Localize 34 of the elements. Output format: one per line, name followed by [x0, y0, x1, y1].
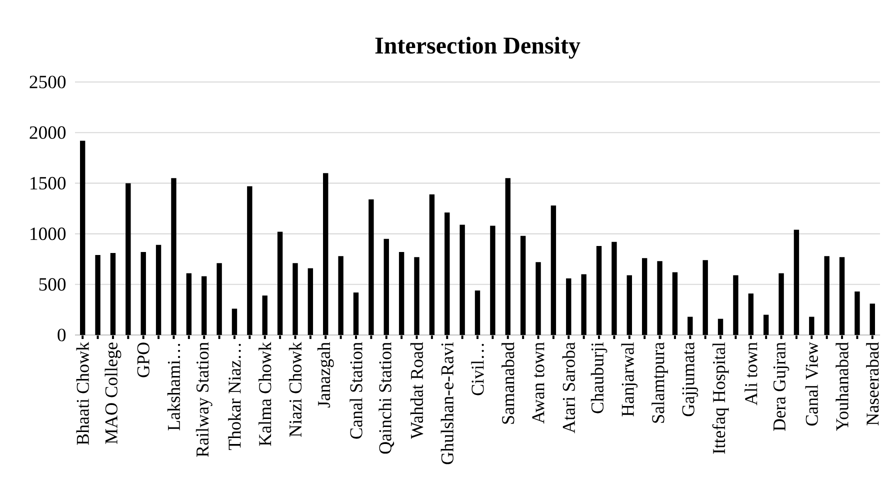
chart-title: Intersection Density: [375, 36, 580, 59]
x-tick-label: Qainchi Station: [378, 342, 394, 454]
x-tick-label: Canal Station: [350, 342, 362, 439]
x-tick-label: Railway Station: [196, 342, 212, 457]
y-tick-label: 1500: [30, 176, 66, 190]
x-tick-label: Ittefaq Hospital: [712, 342, 729, 454]
x-tick-label: Chauburji: [590, 342, 608, 414]
x-tick-label: Naseerabad: [866, 342, 879, 426]
x-tick-label: Kalma Chowk: [258, 342, 272, 446]
x-tick-label: Ghulshan-e-Ravi: [440, 342, 454, 464]
x-tick-label: Ali town: [744, 342, 758, 406]
x-tick-label: Civil…: [471, 344, 484, 396]
x-tick-label: Lakshami…: [167, 344, 180, 430]
x-tick-label: Atari Saroba: [562, 342, 575, 434]
x-tick-label: Salamtpura: [652, 342, 668, 423]
x-tick-label: MAO College: [104, 342, 122, 444]
y-tick-label: 0: [58, 328, 66, 342]
x-tick-label: GPO: [137, 342, 150, 378]
y-tick-label: 1000: [30, 227, 66, 240]
y-tick-label: 500: [39, 278, 66, 291]
y-tick-label: 2000: [30, 126, 66, 139]
x-tick-label: Bhaati Chowk: [76, 342, 89, 445]
x-tick-label: Dera Gujran: [773, 342, 790, 431]
x-tick-label: Youhanabad: [836, 342, 848, 431]
x-tick-label: Awan town: [532, 342, 544, 424]
x-tick-label: Samanabad: [502, 342, 514, 424]
y-tick-label: 2500: [30, 76, 66, 88]
x-tick-label: Wahdat Road: [410, 342, 424, 439]
x-tick-label: Janazgah: [317, 342, 334, 408]
x-tick-label: Hanjarwal: [621, 342, 638, 416]
x-tick-label: Canal View: [805, 342, 818, 426]
x-tick-label: Niazi Chowk: [288, 342, 302, 437]
x-tick-label: Gajjumata: [682, 342, 698, 416]
x-tick-label: Thokar Niaz…: [228, 344, 241, 450]
